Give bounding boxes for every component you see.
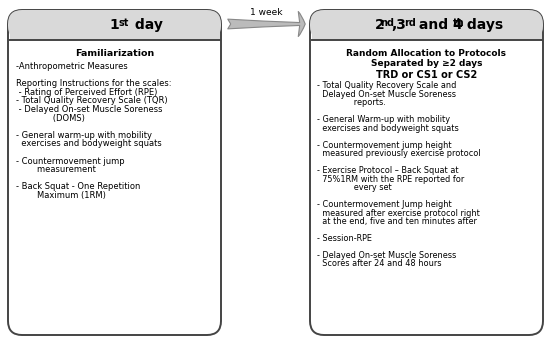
Text: Delayed On-set Muscle Soreness: Delayed On-set Muscle Soreness [317, 90, 456, 99]
FancyBboxPatch shape [310, 10, 543, 40]
Text: measured previously exercise protocol: measured previously exercise protocol [317, 149, 481, 158]
Text: TRD or CS1 or CS2: TRD or CS1 or CS2 [376, 70, 477, 80]
Text: and 4: and 4 [415, 18, 463, 32]
Text: - General warm-up with mobility: - General warm-up with mobility [16, 131, 152, 140]
Text: - Delayed On-set Muscle Soreness: - Delayed On-set Muscle Soreness [317, 251, 456, 260]
Text: exercises and bodyweight squats: exercises and bodyweight squats [317, 124, 459, 133]
Text: Scores after 24 and 48 hours: Scores after 24 and 48 hours [317, 260, 442, 269]
FancyBboxPatch shape [8, 10, 221, 40]
Text: - Countermovement jump: - Countermovement jump [16, 156, 125, 166]
Text: 75%1RM with the RPE reported for: 75%1RM with the RPE reported for [317, 175, 464, 184]
Text: - Session-RPE: - Session-RPE [317, 234, 372, 243]
Text: every set: every set [317, 183, 392, 192]
Text: 1: 1 [109, 18, 119, 32]
Text: Separated by ≥2 days: Separated by ≥2 days [371, 59, 482, 68]
Text: rd: rd [404, 18, 416, 28]
Text: measured after exercise protocol right: measured after exercise protocol right [317, 209, 480, 218]
Text: day: day [130, 18, 163, 32]
Text: - Rating of Perceived Effort (RPE): - Rating of Perceived Effort (RPE) [16, 88, 157, 97]
FancyBboxPatch shape [310, 10, 543, 335]
Text: - Countermovement jump height: - Countermovement jump height [317, 141, 452, 150]
Text: - Total Quality Recovery Scale (TQR): - Total Quality Recovery Scale (TQR) [16, 96, 168, 105]
Text: Maximum (1RM): Maximum (1RM) [16, 191, 106, 200]
Text: days: days [463, 18, 504, 32]
Text: -Anthropometric Measures: -Anthropometric Measures [16, 62, 128, 71]
Bar [311, 26, 542, 40]
Text: Random Allocation to Protocols: Random Allocation to Protocols [346, 49, 507, 58]
Text: 2: 2 [375, 18, 384, 32]
Text: - Countermovement Jump height: - Countermovement Jump height [317, 200, 452, 209]
Text: exercises and bodyweight squats: exercises and bodyweight squats [16, 139, 162, 149]
Text: at the end, five and ten minutes after: at the end, five and ten minutes after [317, 217, 477, 226]
Text: (DOMS): (DOMS) [16, 113, 85, 122]
Text: - Delayed On-set Muscle Soreness: - Delayed On-set Muscle Soreness [16, 105, 162, 114]
Text: - General Warm-up with mobility: - General Warm-up with mobility [317, 115, 450, 124]
Text: reports.: reports. [317, 98, 386, 107]
Text: Reporting Instructions for the scales:: Reporting Instructions for the scales: [16, 79, 172, 88]
Text: 1 week: 1 week [250, 8, 283, 17]
Text: - Total Quality Recovery Scale and: - Total Quality Recovery Scale and [317, 81, 456, 90]
Text: nd: nd [381, 18, 394, 28]
Text: th: th [453, 18, 464, 28]
Text: ,3: ,3 [392, 18, 406, 32]
Text: st: st [118, 18, 129, 28]
Text: Familiarization: Familiarization [75, 49, 154, 58]
Text: - Exercise Protocol – Back Squat at: - Exercise Protocol – Back Squat at [317, 166, 459, 175]
Text: - Back Squat - One Repetition: - Back Squat - One Repetition [16, 183, 140, 192]
Text: measurement: measurement [16, 165, 96, 174]
Bar [9, 26, 219, 40]
FancyBboxPatch shape [8, 10, 221, 335]
